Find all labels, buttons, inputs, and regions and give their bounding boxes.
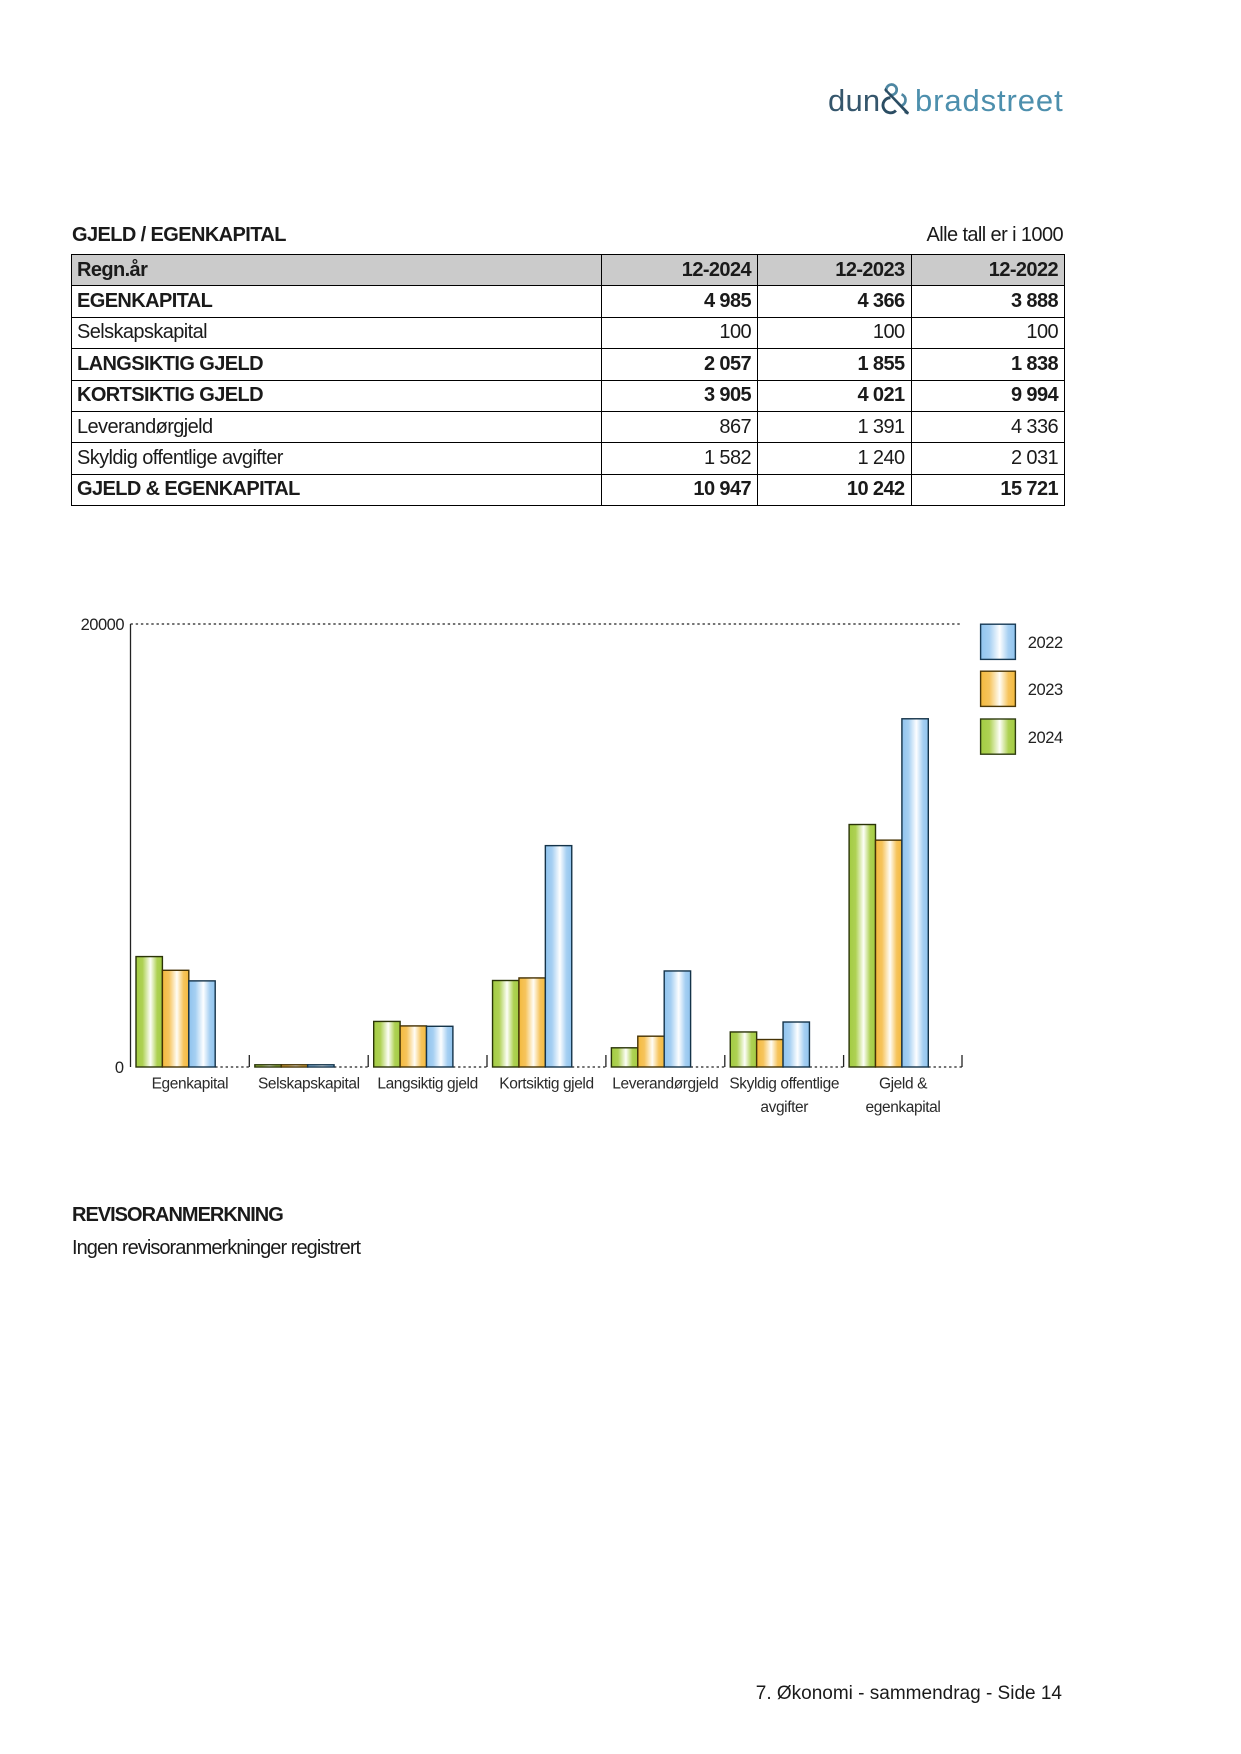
svg-text:Egenkapital: Egenkapital xyxy=(152,1076,229,1093)
svg-text:avgifter: avgifter xyxy=(760,1099,808,1116)
svg-text:2024: 2024 xyxy=(1028,729,1063,747)
svg-text:0: 0 xyxy=(115,1059,124,1077)
svg-text:2023: 2023 xyxy=(1028,681,1063,699)
svg-text:20000: 20000 xyxy=(81,616,125,634)
svg-text:Selskapskapital: Selskapskapital xyxy=(258,1076,360,1093)
svg-text:egenkapital: egenkapital xyxy=(866,1099,941,1116)
svg-text:2022: 2022 xyxy=(1028,634,1063,652)
svg-text:Gjeld &: Gjeld & xyxy=(879,1076,928,1093)
svg-text:Leverandørgjeld: Leverandørgjeld xyxy=(612,1076,718,1093)
svg-text:Skyldig offentlige: Skyldig offentlige xyxy=(729,1076,839,1093)
svg-text:Kortsiktig gjeld: Kortsiktig gjeld xyxy=(499,1076,593,1093)
svg-text:Langsiktig gjeld: Langsiktig gjeld xyxy=(377,1076,477,1093)
